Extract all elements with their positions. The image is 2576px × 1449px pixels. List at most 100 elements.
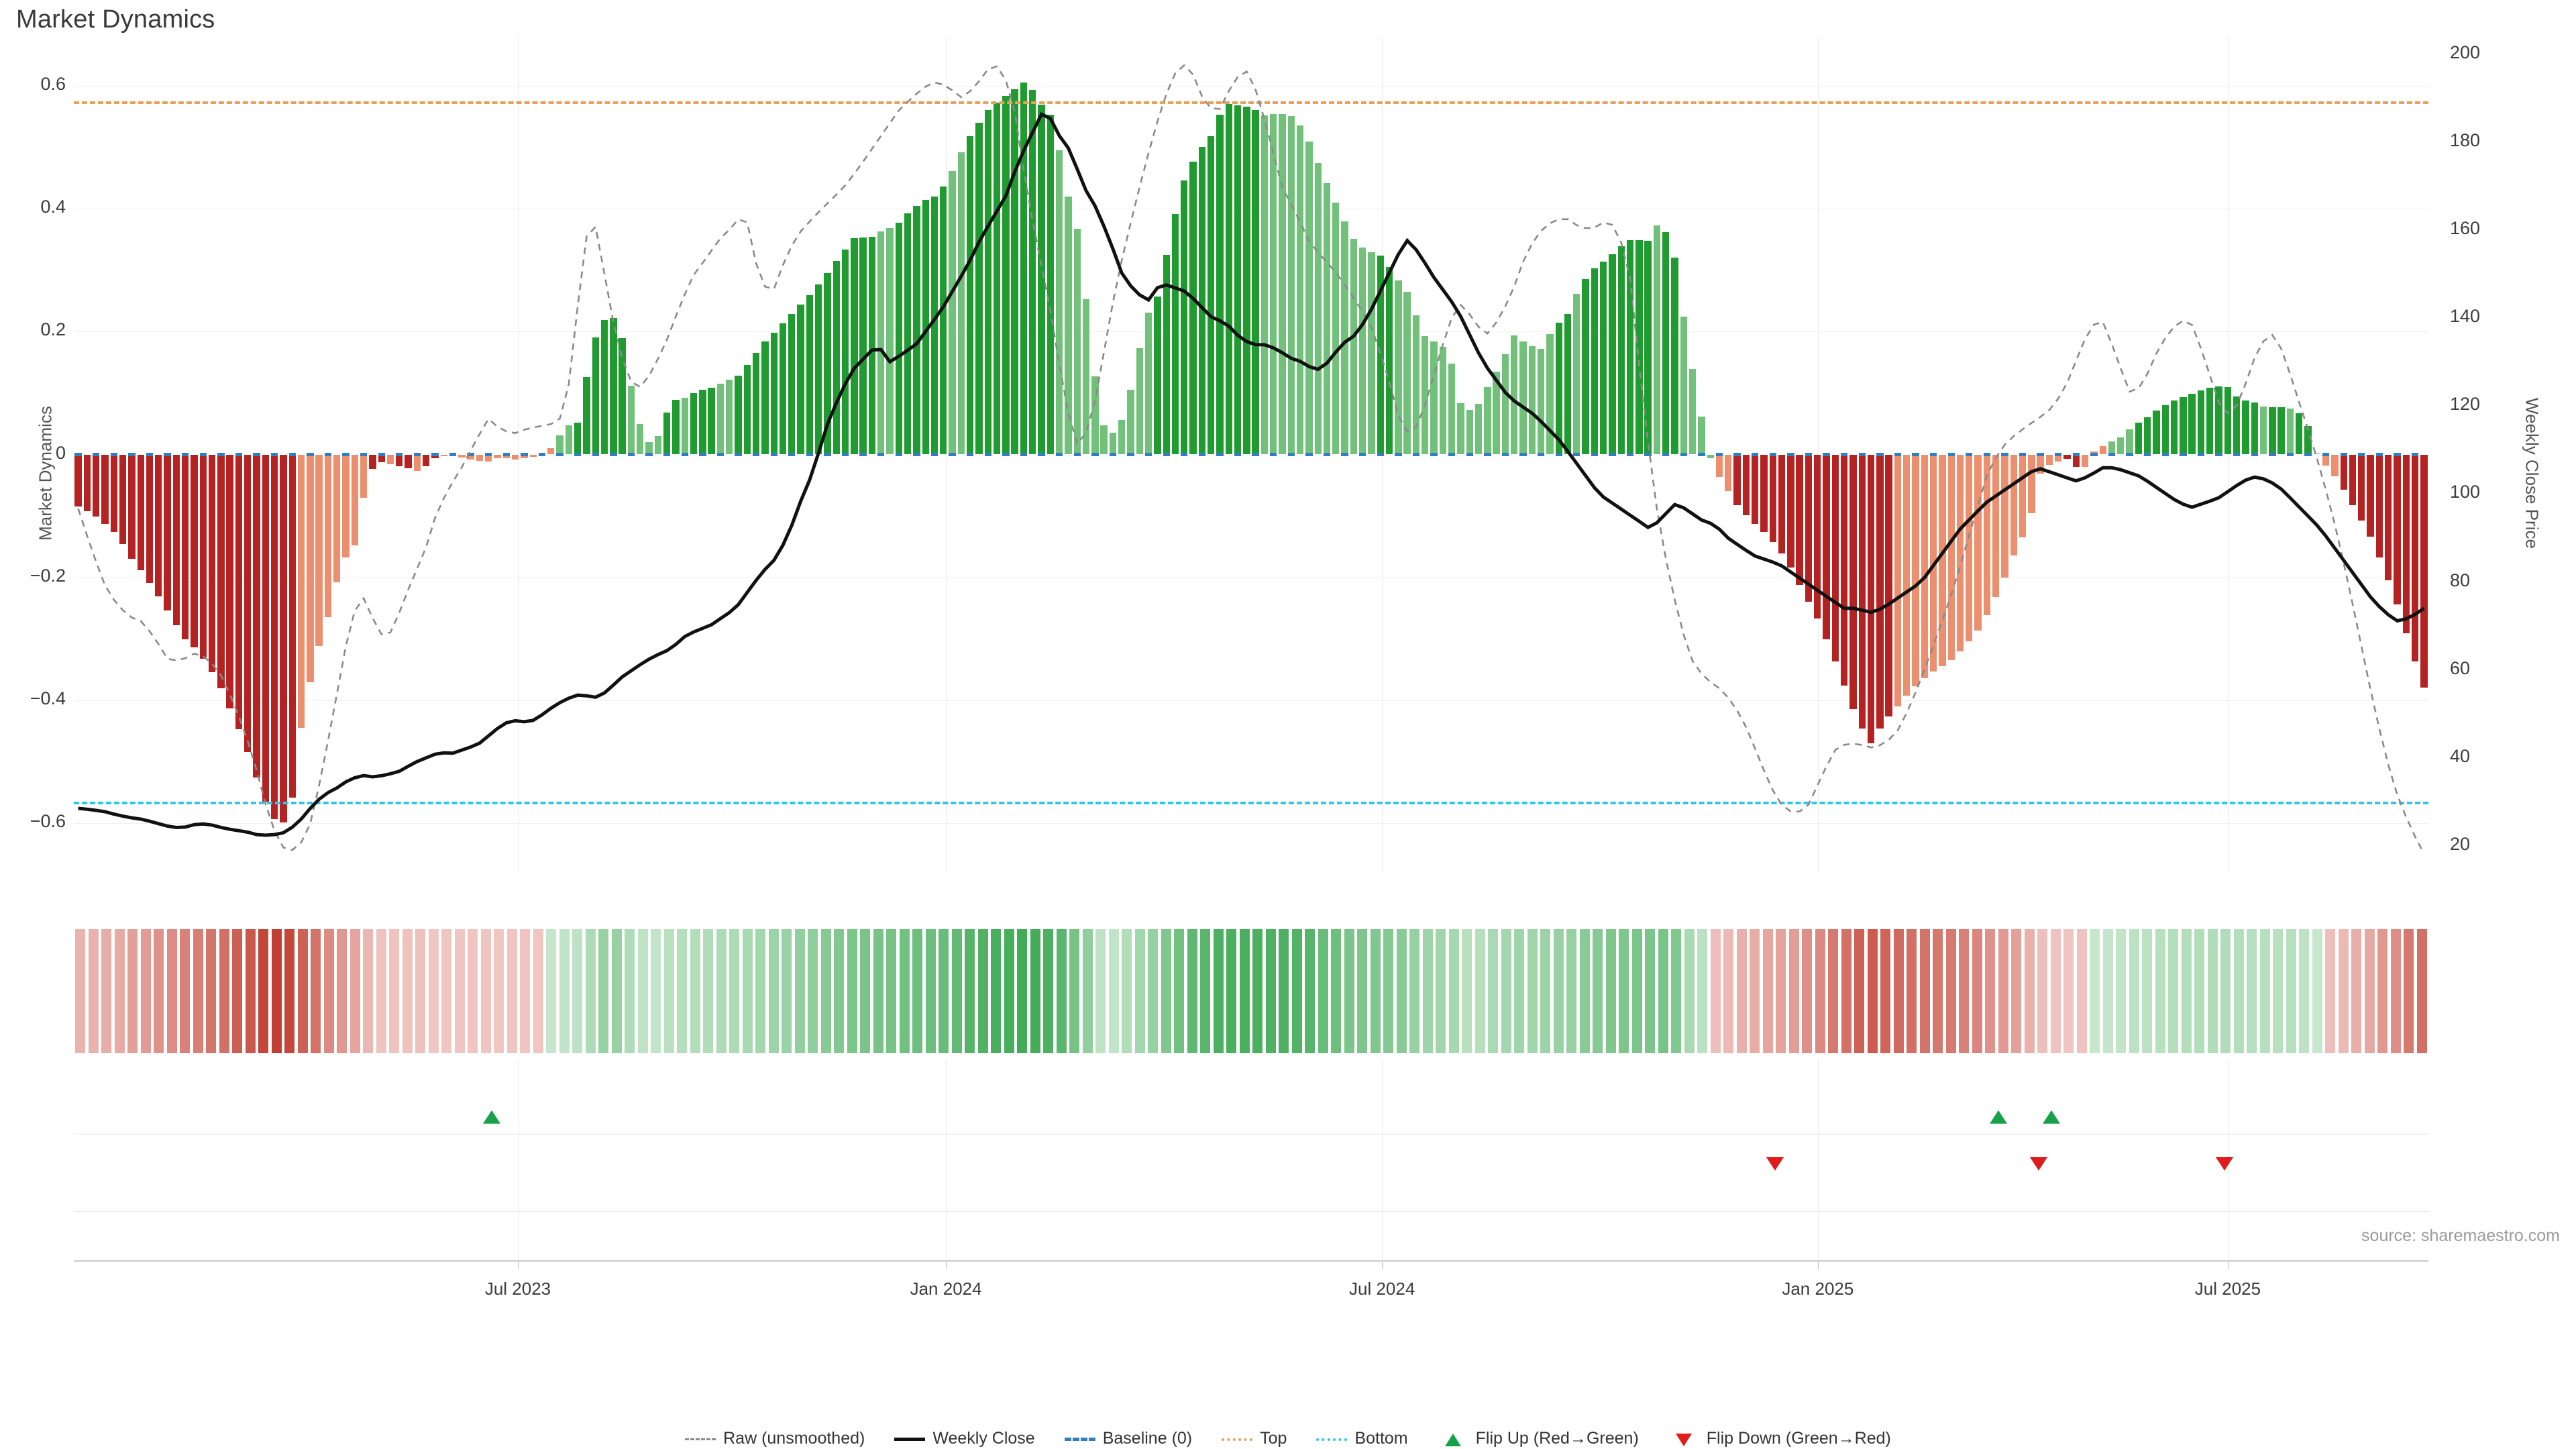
baseline-segment [235, 452, 243, 456]
regime-intensity-cell [1187, 929, 1197, 1053]
y-tick-left: 0 [55, 442, 66, 463]
legend-item[interactable]: Raw (unsmoothed) [685, 1429, 865, 1448]
market-dynamics-bar [600, 319, 608, 455]
market-dynamics-bar [2349, 454, 2357, 505]
baseline-segment [663, 452, 671, 456]
regime-intensity-cell [742, 929, 753, 1053]
regime-intensity-cell [180, 929, 191, 1053]
market-dynamics-bar [2313, 453, 2320, 455]
market-dynamics-bar [1368, 252, 1375, 455]
baseline-segment [788, 452, 796, 456]
regime-intensity-cell [101, 929, 112, 1053]
market-dynamics-bar [1296, 125, 1304, 455]
regime-intensity-cell [925, 929, 936, 1053]
market-dynamics-bar [1020, 82, 1028, 455]
regime-intensity-cell [1017, 929, 1028, 1053]
legend-dashed-line-wide-icon [1064, 1433, 1095, 1445]
market-dynamics-bar [547, 448, 555, 455]
regime-intensity-cell [1462, 929, 1472, 1053]
flip-down-marker[interactable] [1766, 1157, 1784, 1171]
market-dynamics-bar [2206, 388, 2214, 455]
legend-item[interactable]: Bottom [1316, 1429, 1408, 1448]
market-dynamics-bar [1814, 454, 1821, 619]
market-dynamics-bar [949, 171, 956, 455]
market-dynamics-bar [405, 454, 412, 468]
baseline-segment [2126, 452, 2133, 456]
market-dynamics-bar [1350, 239, 1358, 455]
market-dynamics-bar [904, 213, 912, 455]
baseline-segment [1002, 452, 1010, 456]
flip-up-marker[interactable] [2043, 1110, 2061, 1124]
regime-intensity-cell [1265, 929, 1276, 1053]
market-dynamics-bar [1377, 256, 1384, 455]
legend-item[interactable]: Weekly Close [894, 1429, 1035, 1448]
regime-intensity-cell [1945, 929, 1956, 1053]
legend-item[interactable]: Flip Down (Green→Red) [1668, 1429, 1891, 1448]
regime-intensity-cell [245, 929, 256, 1053]
market-dynamics-bar [476, 454, 484, 462]
regime-intensity-cell [1252, 929, 1263, 1053]
market-dynamics-bar [1528, 346, 1536, 455]
flip-down-marker[interactable] [2030, 1157, 2048, 1171]
flip-down-marker[interactable] [2216, 1157, 2234, 1171]
baseline-segment [74, 452, 82, 456]
baseline-segment [699, 452, 706, 456]
legend-item[interactable]: Flip Up (Red→Green) [1438, 1429, 1639, 1448]
market-dynamics-bar [2001, 454, 2008, 578]
market-dynamics-bar [1867, 454, 1875, 744]
market-dynamics-bar [1662, 232, 1670, 455]
regime-intensity-cell [546, 929, 557, 1053]
baseline-segment [1947, 452, 1955, 456]
market-dynamics-bar [270, 454, 278, 819]
legend-item[interactable]: Baseline (0) [1064, 1429, 1192, 1448]
market-dynamics-bar [146, 454, 154, 584]
y-tick-left: −0.6 [30, 810, 66, 831]
market-dynamics-bar [1796, 454, 1803, 585]
market-dynamics-bar [83, 454, 91, 511]
regime-intensity-cell [1043, 929, 1054, 1053]
market-dynamics-bar [1279, 113, 1286, 455]
regime-intensity-cell [768, 929, 779, 1053]
regime-intensity-cell [232, 929, 243, 1053]
market-dynamics-bar [1626, 240, 1634, 455]
market-dynamics-bar [1270, 113, 1277, 455]
x-tick-mark [517, 1260, 519, 1269]
baseline-segment [2233, 452, 2241, 456]
baseline-segment [2340, 452, 2347, 456]
regime-intensity-cell [1305, 929, 1316, 1053]
baseline-segment [1091, 452, 1099, 456]
regime-intensity-cell [585, 929, 596, 1053]
y-tick-right: 200 [2450, 42, 2481, 63]
market-dynamics-bar [1840, 454, 1848, 686]
market-dynamics-bar [627, 385, 635, 455]
regime-intensity-cell [1213, 929, 1224, 1053]
regime-intensity-cell [114, 929, 125, 1053]
market-dynamics-bar [1046, 114, 1055, 455]
regime-intensity-cell [2037, 929, 2048, 1053]
flip-panel-vgrid [1817, 1060, 1819, 1261]
regime-intensity-cell [1200, 929, 1211, 1053]
market-dynamics-bar [1599, 262, 1607, 455]
baseline-segment [1680, 452, 1687, 456]
market-dynamics-bar [654, 436, 662, 455]
baseline-segment [1038, 452, 1045, 456]
legend-label: Raw (unsmoothed) [723, 1429, 865, 1448]
flip-up-marker[interactable] [1990, 1110, 2008, 1124]
regime-intensity-cell [1383, 929, 1394, 1053]
market-dynamics-bar [1707, 454, 1714, 458]
regime-intensity-cell [402, 929, 413, 1053]
market-dynamics-bar [993, 103, 1001, 455]
regime-intensity-cell [2090, 929, 2100, 1053]
market-dynamics-bar [1805, 454, 1813, 602]
regime-intensity-cell [1645, 929, 1656, 1053]
flip-up-marker[interactable] [483, 1110, 501, 1124]
market-dynamics-bar [1163, 255, 1170, 455]
market-dynamics-bar [743, 365, 751, 455]
regime-intensity-cell [323, 929, 334, 1053]
market-dynamics-bar [101, 454, 109, 524]
market-dynamics-bar [583, 377, 590, 455]
legend-item[interactable]: Top [1222, 1429, 1287, 1448]
regime-intensity-cell [127, 929, 138, 1053]
baseline-segment [681, 452, 688, 456]
market-dynamics-bar [1323, 183, 1331, 455]
